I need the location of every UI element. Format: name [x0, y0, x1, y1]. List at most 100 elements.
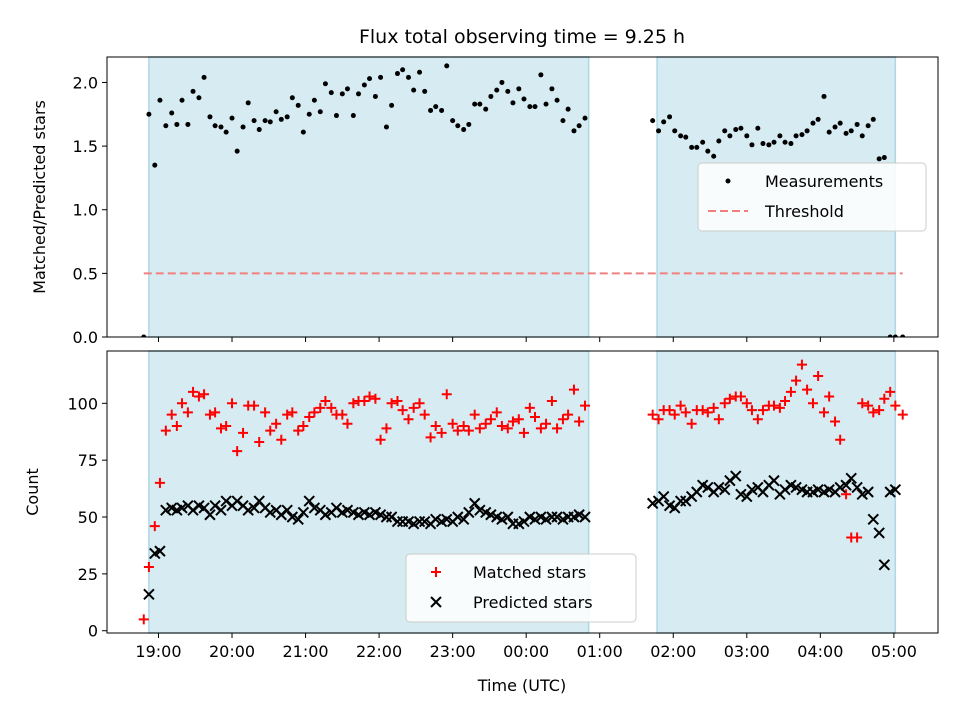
- data-point: [414, 398, 425, 409]
- axes-frame: [106, 350, 939, 634]
- data-point: [768, 474, 780, 487]
- data-point: [472, 101, 478, 107]
- x-tick-label: 19:00: [135, 642, 181, 661]
- data-point: [249, 400, 260, 411]
- data-point: [196, 95, 202, 101]
- data-point: [774, 402, 785, 413]
- data-point: [298, 421, 309, 432]
- data-point: [674, 495, 687, 507]
- y-tick-label: 0.0: [73, 328, 98, 347]
- data-point: [724, 393, 735, 404]
- data-point: [411, 87, 417, 93]
- y-axis-label: Matched/Predicted stars: [30, 100, 49, 294]
- data-point: [843, 130, 849, 136]
- data-point: [418, 515, 431, 528]
- data-point: [350, 113, 356, 119]
- data-point: [262, 118, 268, 124]
- legend: Measurements Threshold: [697, 162, 927, 232]
- series-predicted-stars: [143, 470, 902, 601]
- data-point: [580, 400, 591, 411]
- data-point: [870, 116, 876, 122]
- data-point: [417, 69, 423, 75]
- data-point: [227, 398, 238, 409]
- data-point: [281, 504, 293, 516]
- data-point: [702, 407, 713, 418]
- data-point: [897, 409, 908, 420]
- legend-label: Predicted stars: [473, 593, 593, 612]
- legend-marker: [725, 178, 731, 184]
- data-point: [413, 515, 426, 528]
- data-point: [317, 109, 323, 115]
- data-point: [177, 398, 188, 409]
- chart-title: Flux total observing time = 9.25 h: [359, 26, 685, 48]
- data-point: [176, 502, 188, 514]
- data-point: [238, 427, 249, 438]
- legend-label: Threshold: [764, 202, 844, 221]
- data-point: [807, 398, 818, 409]
- data-point: [341, 504, 354, 516]
- data-point: [887, 334, 893, 337]
- data-point: [339, 91, 345, 97]
- data-point: [311, 97, 317, 103]
- data-point: [374, 509, 387, 521]
- data-point: [386, 398, 397, 409]
- data-point: [221, 421, 232, 432]
- data-point: [874, 405, 885, 416]
- data-point: [716, 138, 722, 144]
- x-tick-label: 03:00: [724, 642, 770, 661]
- data-point: [154, 545, 166, 557]
- legend-box: [697, 162, 927, 232]
- data-point: [854, 121, 860, 127]
- data-point: [242, 504, 254, 516]
- data-point: [309, 407, 320, 418]
- data-point: [303, 495, 315, 507]
- data-point: [163, 123, 169, 129]
- data-point: [746, 484, 758, 496]
- data-point: [727, 133, 733, 139]
- data-point: [741, 490, 753, 503]
- data-point: [653, 414, 664, 425]
- data-point: [265, 425, 276, 436]
- data-point: [507, 416, 518, 427]
- data-point: [152, 162, 158, 168]
- data-point: [835, 434, 846, 445]
- data-point: [782, 139, 788, 145]
- data-point: [254, 436, 265, 447]
- data-point: [746, 405, 757, 416]
- data-point: [232, 446, 243, 457]
- data-point: [394, 71, 400, 77]
- data-point: [890, 400, 901, 411]
- data-point: [474, 423, 485, 434]
- data-point: [733, 127, 739, 133]
- data-point: [364, 391, 375, 402]
- data-point: [683, 134, 689, 140]
- data-point: [863, 400, 874, 411]
- data-point: [867, 513, 879, 525]
- data-point: [554, 97, 560, 103]
- data-point: [573, 509, 585, 521]
- data-point: [735, 488, 747, 500]
- data-point: [204, 409, 215, 420]
- data-point: [207, 114, 213, 120]
- data-point: [463, 425, 474, 436]
- data-point: [826, 129, 832, 135]
- data-point: [174, 121, 180, 127]
- data-point: [400, 67, 406, 73]
- data-point: [326, 402, 337, 413]
- data-point: [568, 384, 579, 395]
- data-point: [407, 518, 420, 530]
- data-point: [271, 418, 282, 429]
- data-point: [697, 405, 708, 416]
- x-tick-label: 01:00: [577, 642, 623, 661]
- data-point: [538, 72, 544, 78]
- data-point: [771, 139, 777, 145]
- x-tick-label: 02:00: [650, 642, 696, 661]
- legend-label: Measurements: [765, 172, 883, 191]
- data-point: [518, 427, 529, 438]
- data-point: [502, 423, 513, 434]
- y-tick-label: 25: [78, 565, 98, 584]
- data-point: [722, 128, 728, 134]
- data-point: [840, 479, 852, 491]
- data-point: [397, 405, 408, 416]
